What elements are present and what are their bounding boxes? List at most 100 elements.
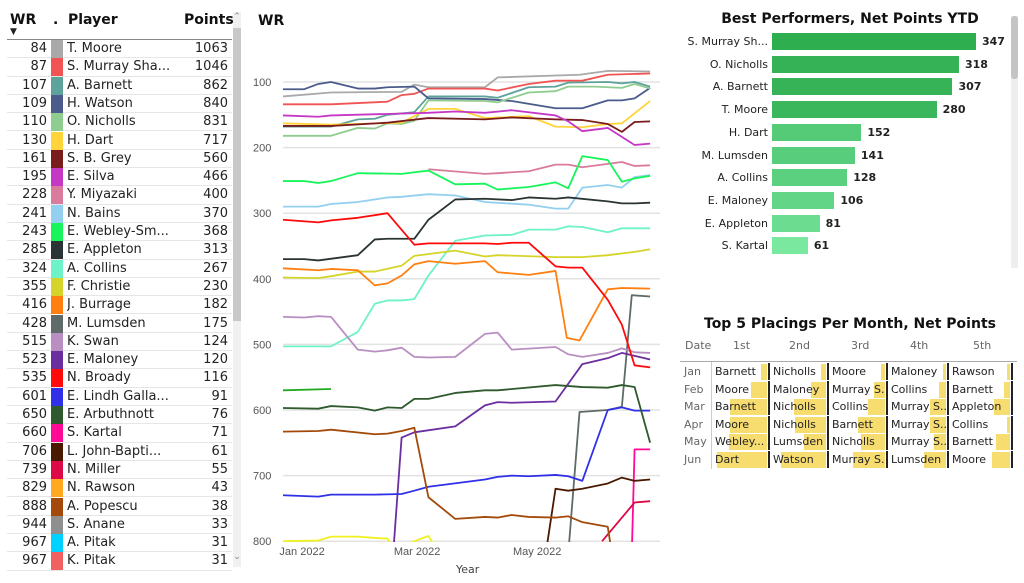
series-line-e-lindh-gallagher[interactable] xyxy=(282,406,651,498)
table-row[interactable]: 243 E. Webley-Sm... 368 xyxy=(7,223,232,242)
bar[interactable] xyxy=(772,101,937,119)
series-line-e-appleton[interactable] xyxy=(283,196,651,262)
placing-cell[interactable]: Moore xyxy=(712,415,770,433)
series-line-e-maloney[interactable] xyxy=(393,352,651,554)
bar[interactable] xyxy=(772,214,820,232)
series-line-s-b-grey[interactable] xyxy=(283,116,651,133)
series-line-unlisted[interactable] xyxy=(282,388,332,392)
table-row[interactable]: 428 M. Lumsden 175 xyxy=(7,314,232,333)
table-row[interactable]: 601 E. Lindh Galla... 91 xyxy=(7,387,232,406)
table-row[interactable]: 195 E. Silva 466 xyxy=(7,168,232,187)
placing-cell[interactable]: Collins xyxy=(949,415,1013,433)
placing-cell[interactable]: Barnett xyxy=(949,433,1013,450)
table-row[interactable]: 660 S. Kartal 71 xyxy=(7,424,232,443)
table-row[interactable]: 416 J. Burrage 182 xyxy=(7,296,232,315)
placing-cell[interactable]: Moore xyxy=(712,380,770,398)
table-row[interactable]: 228 Y. Miyazaki 400 xyxy=(7,186,232,205)
scroll-down-icon[interactable]: ⌄ xyxy=(233,552,241,562)
placings-header-2nd[interactable]: 2nd xyxy=(789,339,810,352)
header-points[interactable]: Points xyxy=(184,12,234,28)
bar-row[interactable]: E. Maloney 106 xyxy=(680,191,1010,210)
placing-cell[interactable]: Murray S... xyxy=(888,415,949,433)
table-row[interactable]: 161 S. B. Grey 560 xyxy=(7,149,232,169)
bar-row[interactable]: M. Lumsden 141 xyxy=(680,146,1010,165)
placing-cell[interactable]: Barnett xyxy=(829,415,888,433)
table-row[interactable]: 84 T. Moore 1063 xyxy=(7,40,232,59)
table-row[interactable]: 944 S. Anane 33 xyxy=(7,515,232,535)
series-line-e-silva[interactable] xyxy=(282,109,651,146)
table-row[interactable]: 829 N. Rawson 43 xyxy=(7,479,232,498)
series-line-m-lumsden[interactable] xyxy=(568,294,651,554)
series-line-n-broady[interactable] xyxy=(282,212,651,369)
table-row[interactable]: 130 H. Dart 717 xyxy=(7,131,232,150)
placing-cell[interactable]: Lumsden xyxy=(888,450,949,468)
placing-cell[interactable]: Rawson xyxy=(949,363,1013,380)
series-line-e-webley-smith[interactable] xyxy=(283,155,651,191)
scroll-up-icon[interactable]: ⌃ xyxy=(233,12,241,22)
table-row[interactable]: 107 A. Barnett 862 xyxy=(7,76,232,95)
table-row[interactable]: 650 E. Arbuthnott 76 xyxy=(7,406,232,425)
sort-descending-icon[interactable]: ▼ xyxy=(10,27,17,37)
table-row[interactable]: 355 F. Christie 230 xyxy=(7,277,232,297)
series-line-a-popescu[interactable] xyxy=(282,426,612,555)
series-line-k-swan[interactable] xyxy=(282,315,651,359)
table-row[interactable]: 285 E. Appleton 313 xyxy=(7,241,232,260)
table-row[interactable]: 967 A. Pitak 31 xyxy=(7,534,232,553)
placing-cell[interactable]: Nicholls xyxy=(770,363,829,380)
placing-cell[interactable]: Barnett xyxy=(712,363,770,380)
placing-cell[interactable]: Lumsden xyxy=(770,433,829,450)
bar[interactable] xyxy=(772,169,848,187)
header-wr[interactable]: WR xyxy=(10,12,37,28)
table-row[interactable]: 888 A. Popescu 38 xyxy=(7,497,232,516)
placing-cell[interactable]: Nicholls xyxy=(770,415,829,433)
table-row[interactable]: 324 A. Collins 267 xyxy=(7,259,232,278)
bar-row[interactable]: H. Dart 152 xyxy=(680,123,1010,142)
series-line-n-miller[interactable] xyxy=(601,500,651,542)
bar-chart-scrollbar[interactable] xyxy=(1011,16,1018,268)
placings-header-5th[interactable]: 5th xyxy=(973,339,992,352)
header-player[interactable]: Player xyxy=(68,12,118,28)
placings-header-1st[interactable]: 1st xyxy=(733,339,751,352)
series-line-t-moore[interactable] xyxy=(282,69,651,98)
placing-cell[interactable]: Nicholls xyxy=(770,398,829,415)
bar-row[interactable]: A. Barnett 307 xyxy=(680,78,1010,96)
bar-row[interactable]: O. Nicholls 318 xyxy=(680,55,1010,74)
bar[interactable] xyxy=(772,55,959,73)
bar-chart-scrollbar-thumb[interactable] xyxy=(1011,16,1018,79)
series-line-h-watson[interactable] xyxy=(283,81,651,110)
table-scrollbar-thumb[interactable] xyxy=(233,28,241,321)
table-row[interactable]: 523 E. Maloney 120 xyxy=(7,351,232,370)
placing-cell[interactable]: Moore xyxy=(829,363,888,380)
series-line-l-john-baptiste[interactable] xyxy=(546,476,651,555)
series-line-a-collins[interactable] xyxy=(283,225,651,348)
placing-cell[interactable]: Collins xyxy=(888,380,949,398)
bar-row[interactable]: S. Murray Sh... 347 xyxy=(680,33,1010,51)
bar[interactable] xyxy=(772,191,835,209)
bar[interactable] xyxy=(772,78,953,96)
placing-cell[interactable]: Murray S... xyxy=(829,380,888,398)
table-row[interactable]: 87 S. Murray Sha... 1046 xyxy=(7,58,232,77)
series-line-o-nicholls[interactable] xyxy=(283,83,651,137)
series-line-s-kartal[interactable] xyxy=(631,448,651,554)
placing-cell[interactable]: Murray S... xyxy=(829,450,888,468)
header-color[interactable]: . xyxy=(53,12,59,28)
table-row[interactable]: 241 N. Bains 370 xyxy=(7,204,232,223)
placing-cell[interactable]: Maloney xyxy=(770,380,829,398)
bar[interactable] xyxy=(772,146,855,164)
table-row[interactable]: 739 N. Miller 55 xyxy=(7,460,232,480)
placing-cell[interactable]: Murray S... xyxy=(888,433,949,450)
placing-cell[interactable]: Appleton xyxy=(949,398,1013,415)
placings-header-3rd[interactable]: 3rd xyxy=(851,339,870,352)
series-line-f-christie[interactable] xyxy=(282,248,651,280)
series-line-e-arbuthnott[interactable] xyxy=(282,384,651,444)
table-row[interactable]: 109 H. Watson 840 xyxy=(7,94,232,114)
table-row[interactable]: 110 O. Nicholls 831 xyxy=(7,113,232,132)
bar-row[interactable]: S. Kartal 61 xyxy=(680,237,1010,255)
bar[interactable] xyxy=(772,123,862,141)
bar-row[interactable]: T. Moore 280 xyxy=(680,101,1010,119)
placing-cell[interactable]: Collins xyxy=(829,398,888,415)
placing-cell[interactable]: Barnett xyxy=(712,398,770,415)
series-line-n-bains[interactable] xyxy=(283,174,651,210)
table-row[interactable]: 706 L. John-Bapti... 61 xyxy=(7,442,232,461)
placing-cell[interactable]: Barnett xyxy=(949,380,1013,398)
